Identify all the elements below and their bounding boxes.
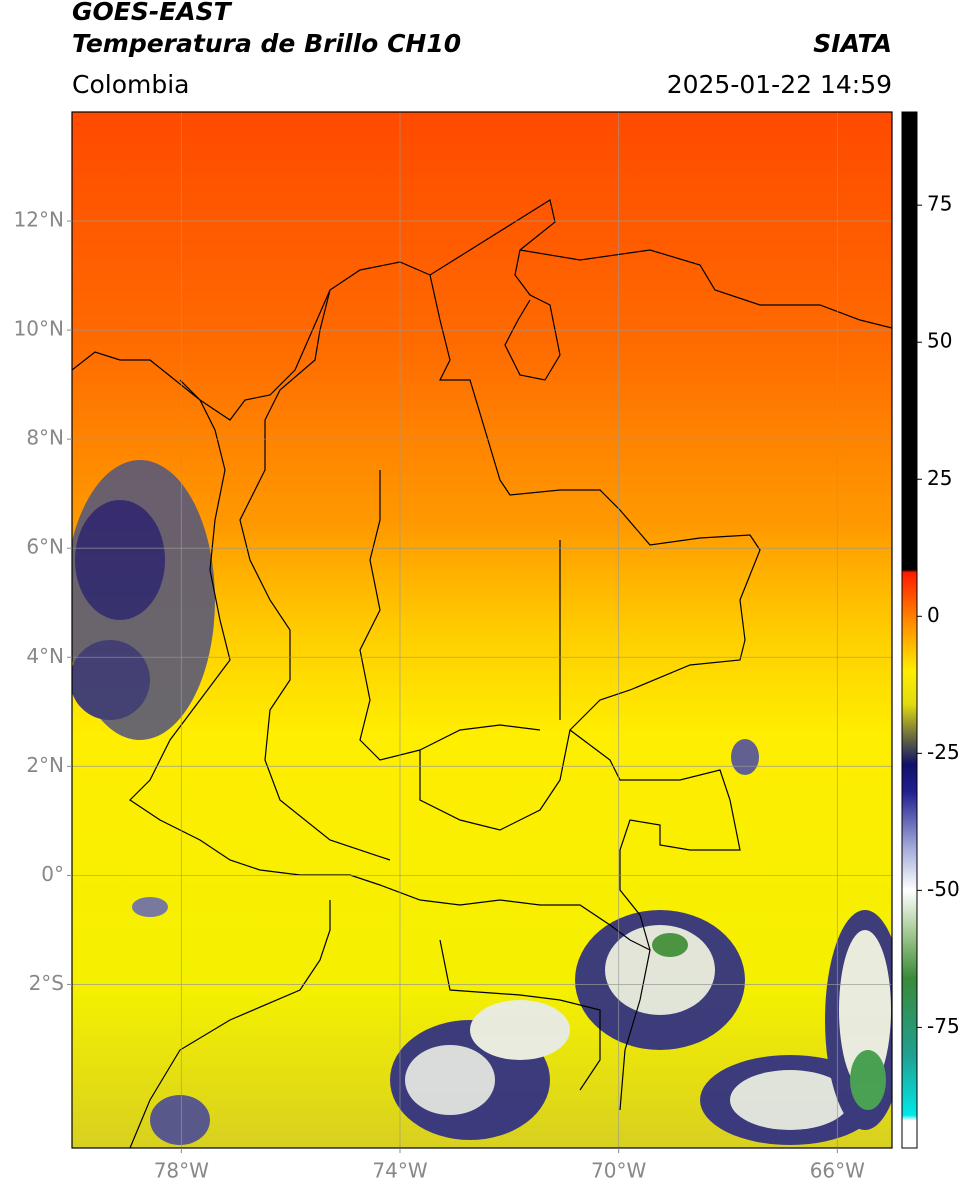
y-tick-label: 2°N xyxy=(26,753,64,777)
colorbar-tick-label: -75 xyxy=(927,1014,960,1038)
source: SIATA xyxy=(813,29,892,58)
product: Temperatura de Brillo CH10 xyxy=(72,29,461,58)
region: Colombia xyxy=(72,70,189,99)
y-tick-label: 0° xyxy=(41,862,64,886)
x-tick-label: 78°W xyxy=(154,1159,209,1183)
colorbar xyxy=(901,111,918,1149)
y-tick-label: 10°N xyxy=(14,317,64,341)
colorbar-tick-label: 50 xyxy=(927,329,952,353)
borders xyxy=(72,199,892,1148)
y-tick-label: 8°N xyxy=(26,426,64,450)
y-tick-label: 2°S xyxy=(29,971,64,995)
x-tick-label: 66°W xyxy=(810,1159,865,1183)
x-tick-label: 70°W xyxy=(591,1159,646,1183)
colorbar-tick-label: -25 xyxy=(927,740,960,764)
satellite: GOES-EAST xyxy=(72,0,233,26)
colorbar-tick-label: 0 xyxy=(927,603,940,627)
y-tick-label: 12°N xyxy=(14,208,64,232)
colorbar-tick-label: 25 xyxy=(927,466,952,490)
colorbar-tick-label: 75 xyxy=(927,192,952,216)
x-tick-label: 74°W xyxy=(372,1159,427,1183)
grid xyxy=(72,112,892,1148)
clouds xyxy=(72,460,892,1145)
imagery xyxy=(72,112,892,1148)
colorbar-tick-label: -50 xyxy=(927,877,960,901)
datetime: 2025-01-22 14:59 xyxy=(667,70,892,99)
map-frame xyxy=(71,111,893,1149)
y-tick-label: 4°N xyxy=(26,644,64,668)
y-tick-label: 6°N xyxy=(26,535,64,559)
